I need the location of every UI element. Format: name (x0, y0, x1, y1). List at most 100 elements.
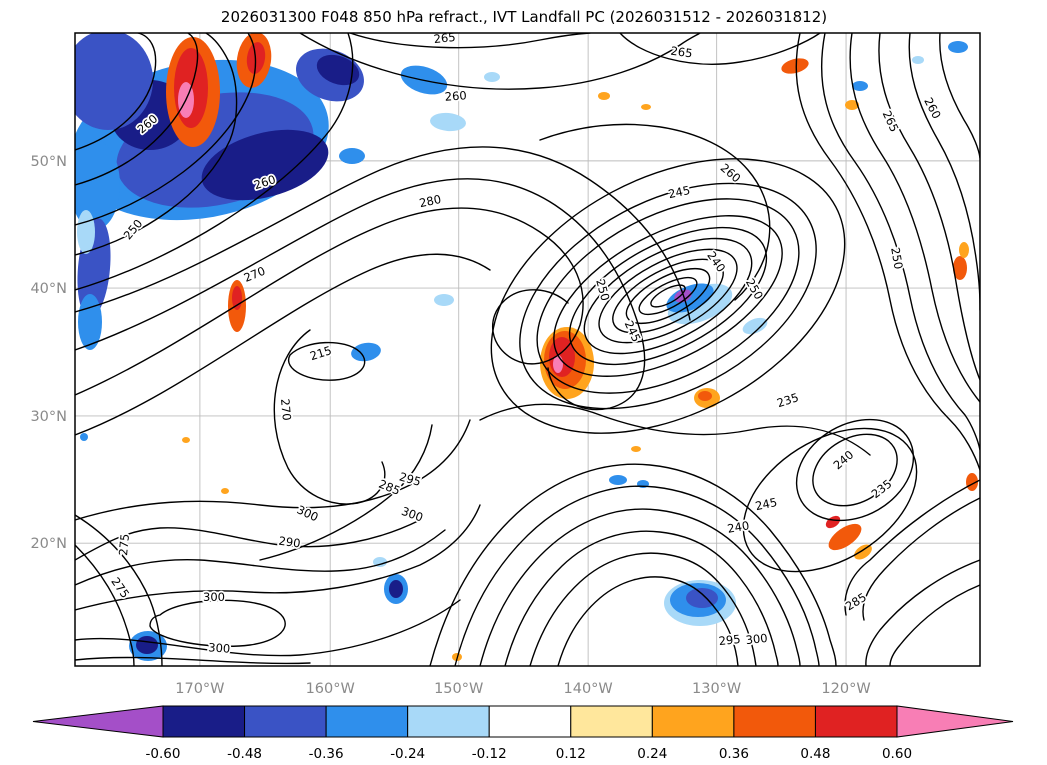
colorbar-segment (162, 705, 246, 738)
contour-line (638, 276, 698, 316)
contour-line (75, 419, 471, 521)
contour-label: 260 (718, 161, 744, 186)
shaded-region (484, 72, 500, 82)
colorbar-tick-label: -0.24 (390, 746, 425, 762)
shaded-region (953, 256, 967, 280)
colorbar-tick-label: 0.36 (719, 746, 749, 762)
colorbar-tick-label: -0.60 (146, 746, 181, 762)
colorbar-segment (651, 705, 735, 738)
contour-line (75, 519, 421, 561)
contour-line (149, 599, 286, 648)
contour-line (553, 215, 783, 377)
contour-line (75, 529, 446, 586)
colorbar-tick-label: 0.48 (800, 746, 830, 762)
contour-line (75, 33, 354, 291)
colorbar-segment (244, 705, 327, 738)
y-axis-tick-label: 50°N (30, 154, 67, 170)
contour-line (908, 33, 980, 311)
contour-label: 240 (831, 448, 857, 473)
contour-line (795, 418, 915, 522)
x-axis-tick-label: 160°W (306, 681, 355, 697)
contour-line (504, 530, 779, 666)
shaded-region (631, 446, 641, 452)
shaded-region (77, 210, 95, 254)
shaded-region (825, 515, 841, 529)
colorbar-left-arrow (32, 705, 164, 738)
shaded-region (852, 81, 868, 91)
plot-frame (74, 32, 981, 667)
shaded-region (78, 294, 102, 350)
colorbar-segment (325, 705, 409, 738)
colorbar-segment (733, 705, 816, 738)
shaded-region (136, 636, 158, 654)
contour-line (75, 33, 157, 151)
shaded-region (641, 104, 651, 110)
shaded-region (434, 294, 454, 306)
shaded-region (948, 41, 968, 53)
contour-line (479, 508, 801, 666)
contour-line (75, 599, 461, 657)
contour-label: 275 (108, 575, 132, 601)
contour-line (75, 33, 238, 256)
contour-label: 260 (444, 88, 467, 103)
colorbar-tick-label: -0.48 (227, 746, 262, 762)
contour-label: 270 (242, 264, 268, 285)
colorbar-segment (407, 705, 490, 738)
contour-line (820, 33, 980, 451)
contour-label: 300 (745, 631, 768, 647)
contour-line (598, 248, 738, 344)
contour-line (625, 267, 711, 325)
contour-label: 265 (880, 108, 902, 134)
contour-label: 300 (295, 502, 321, 524)
x-axis-tick-label: 140°W (564, 681, 613, 697)
contour-label: 290 (278, 534, 302, 551)
contour-line (878, 33, 980, 381)
colorbar-tick-label: -0.12 (472, 746, 507, 762)
contour-line (862, 497, 980, 621)
shaded-region (75, 33, 153, 130)
contour-line (583, 237, 753, 355)
shaded-region (742, 317, 768, 335)
shaded-region (75, 140, 120, 230)
contour-line (273, 329, 386, 505)
shaded-region (232, 286, 242, 310)
contour-label: 295 (718, 632, 741, 648)
shaded-region (845, 100, 859, 110)
x-axis-tick-label: 120°W (821, 681, 870, 697)
contour-line (795, 33, 980, 471)
contour-line (429, 463, 837, 666)
contour-label: 240 (726, 518, 750, 536)
contour-label: 240 (704, 249, 728, 275)
contour-line (299, 33, 701, 90)
contour-line (844, 479, 980, 616)
contour-label: 250 (593, 278, 612, 303)
contour-label: 250 (888, 246, 906, 270)
contour-line (812, 433, 898, 507)
contour-line (75, 656, 311, 665)
contour-label: 260 (921, 95, 944, 121)
contour-label: 215 (308, 343, 333, 363)
contour-label: 245 (754, 495, 778, 513)
shaded-region (698, 391, 712, 401)
shaded-region (221, 488, 229, 494)
contour-label: 235 (775, 390, 800, 410)
contour-label: 275 (116, 533, 132, 556)
colorbar-tick-label: -0.36 (309, 746, 344, 762)
shaded-region (351, 342, 381, 362)
shaded-region (339, 148, 365, 164)
contour-line (889, 584, 980, 666)
contour-line (536, 198, 800, 394)
contour-label: 280 (418, 192, 442, 210)
contour-label: 250 (121, 217, 146, 243)
contour-line (519, 182, 817, 410)
shaded-region (316, 54, 360, 86)
contour-line (479, 403, 871, 456)
contour-line (75, 33, 257, 226)
shaded-region (912, 56, 924, 64)
x-axis-tick-label: 170°W (175, 681, 224, 697)
y-axis-tick-label: 30°N (30, 409, 67, 425)
axis-tick-labels: 50°N 40°N 30°N 20°N 170°W 160°W 150°W 140°W 130°… (30, 154, 870, 697)
contour-label: 300 (208, 640, 231, 655)
